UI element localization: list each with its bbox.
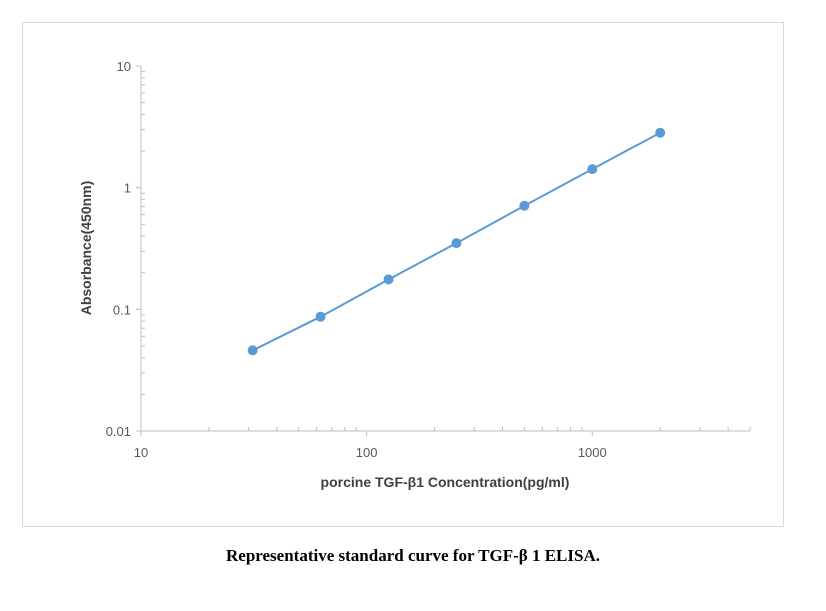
data-point xyxy=(451,238,462,249)
y-tick-label: 0.01 xyxy=(106,424,131,439)
data-point xyxy=(519,200,530,211)
x-axis-title: porcine TGF-β1 Concentration(pg/ml) xyxy=(321,474,570,490)
y-tick-label: 10 xyxy=(117,59,131,74)
x-tick-label: 100 xyxy=(356,445,378,460)
data-points xyxy=(247,127,666,356)
x-tick-label: 10 xyxy=(134,445,148,460)
data-point xyxy=(247,345,258,356)
x-tick-label: 1000 xyxy=(578,445,607,460)
y-axis-minor-ticks xyxy=(136,65,145,432)
chart-frame xyxy=(22,22,784,527)
y-tick-label: 0.1 xyxy=(113,302,131,317)
y-axis-title: Absorbance(450nm) xyxy=(78,181,94,316)
data-point xyxy=(383,274,394,285)
figure-caption: Representative standard curve for TGF-β … xyxy=(226,546,600,565)
y-tick-label: 1 xyxy=(124,181,131,196)
y-axis-tick-labels: 10 1 0.1 0.01 xyxy=(106,59,131,439)
data-point xyxy=(587,164,598,175)
data-point xyxy=(655,127,666,138)
data-point xyxy=(315,311,326,322)
x-axis-tick-labels: 10 100 1000 xyxy=(134,445,607,460)
x-axis-minor-ticks xyxy=(140,427,751,436)
